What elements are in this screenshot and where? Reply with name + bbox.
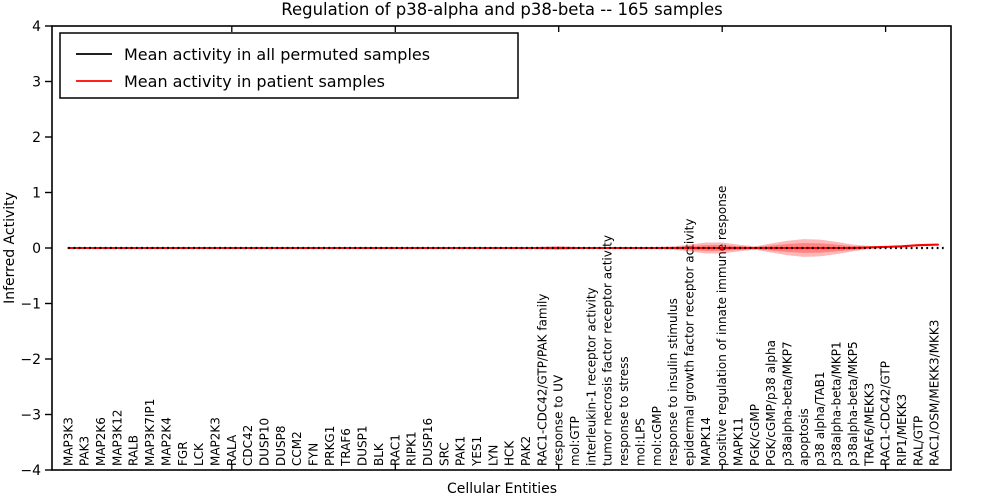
x-tick-label: TRAF6 <box>339 428 353 467</box>
x-tick-label: MAPK11 <box>732 417 746 466</box>
x-tick-label: SRC <box>437 442 451 466</box>
legend-label: Mean activity in patient samples <box>124 72 385 91</box>
x-tick-label: p38alpha-beta/MKP5 <box>846 341 860 466</box>
x-tick-label: p38 alpha/TAB1 <box>813 372 827 466</box>
y-tick-label: 0 <box>32 241 41 257</box>
x-tick-label: PAK3 <box>78 436 92 466</box>
x-tick-label: RALA <box>225 434 239 466</box>
x-tick-label: RAC1/OSM/MEKK3/MKK3 <box>928 320 942 466</box>
x-tick-label: apoptosis <box>797 408 811 466</box>
x-tick-label: tumor necrosis factor receptor activity <box>601 235 615 466</box>
x-tick-label: MAP2K3 <box>209 417 223 466</box>
y-tick-label: −4 <box>20 463 41 479</box>
x-tick-label: DUSP1 <box>356 425 370 466</box>
x-tick-label: YES1 <box>470 436 484 467</box>
legend-box <box>59 32 519 99</box>
x-tick-label: epidermal growth factor receptor activit… <box>683 219 697 466</box>
x-tick-label: FGR <box>176 441 190 466</box>
x-tick-label: TRAF6/MEKK3 <box>862 383 876 467</box>
x-tick-label: CDC42 <box>241 425 255 466</box>
x-tick-label: DUSP16 <box>421 418 435 466</box>
x-tick-label: mol:cGMP <box>650 406 664 466</box>
x-tick-label: MAP2K6 <box>94 417 108 466</box>
x-tick-label: LYN <box>486 445 500 466</box>
x-tick-label: p38alpha-beta/MKP1 <box>830 341 844 466</box>
x-tick-label: RAC1 <box>388 434 402 466</box>
x-tick-label: MAP3K7IP1 <box>143 399 157 466</box>
x-tick-label: mol:LPS <box>633 418 647 466</box>
x-tick-label: CCM2 <box>290 431 304 466</box>
x-tick-label: DUSP10 <box>258 418 272 466</box>
x-tick-label: RAC1-CDC42/GTP/PAK family <box>535 294 549 466</box>
x-tick-label: response to insulin stimulus <box>666 298 680 466</box>
y-tick-label: −1 <box>20 297 41 313</box>
legend: Mean activity in all permuted samples Mea… <box>59 32 519 99</box>
x-tick-label: RAL/GTP <box>911 416 925 466</box>
x-tick-label: MAP3K12 <box>110 409 124 466</box>
x-tick-label: MAP3K3 <box>61 417 75 466</box>
x-tick-label: p38alpha-beta/MKP7 <box>781 341 795 466</box>
x-tick-label: MAPK14 <box>699 417 713 466</box>
x-tick-label: RIPK1 <box>405 431 419 466</box>
y-tick-label: 3 <box>32 75 41 91</box>
x-tick-label: MAP2K4 <box>159 417 173 466</box>
x-axis-label: Cellular Entities <box>447 481 557 497</box>
x-tick-label: RIP1/MEKK3 <box>895 394 909 466</box>
y-tick-label: 1 <box>32 186 41 202</box>
x-tick-label: RAC1-CDC42/GTP <box>879 361 893 466</box>
x-tick-label: interleukin-1 receptor activity <box>584 287 598 466</box>
x-tick-label: PGK/cGMP/p38 alpha <box>764 340 778 466</box>
x-tick-label: PAK1 <box>454 436 468 466</box>
x-tick-label: response to stress <box>617 356 631 466</box>
x-tick-label: positive regulation of innate immune res… <box>715 186 729 466</box>
x-tick-label: HCK <box>503 440 517 466</box>
x-tick-label: PAK2 <box>519 436 533 466</box>
chart-title: Regulation of p38-alpha and p38-beta -- … <box>281 0 723 19</box>
x-tick-label: LCK <box>192 442 206 466</box>
x-tick-label: FYN <box>307 443 321 466</box>
x-tick-label: PGK/cGMP <box>748 404 762 466</box>
y-tick-label: −3 <box>20 408 41 424</box>
x-tick-label: DUSP8 <box>274 425 288 466</box>
x-tick-label: RALB <box>127 435 141 466</box>
y-axis-label: Inferred Activity <box>2 192 18 304</box>
y-tick-label: 2 <box>32 130 41 146</box>
y-tick-label: −2 <box>20 352 41 368</box>
legend-label: Mean activity in all permuted samples <box>124 45 430 64</box>
x-tick-label: response to UV <box>552 374 566 466</box>
y-tick-label: 4 <box>32 19 41 35</box>
x-tick-label: mol:GTP <box>568 416 582 466</box>
x-tick-label: PRKG1 <box>323 426 337 466</box>
x-tick-label: BLK <box>372 442 386 466</box>
